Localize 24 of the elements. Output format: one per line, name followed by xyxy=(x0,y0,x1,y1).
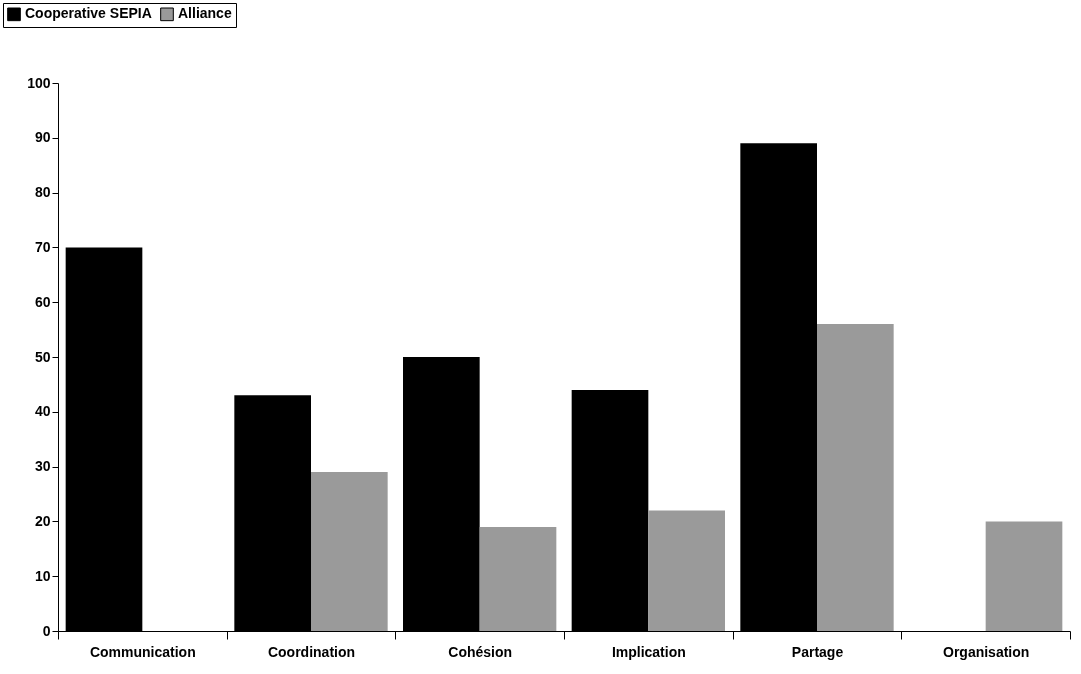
legend-label: Cooperative SEPIA xyxy=(25,5,152,22)
y-tick-label: 60 xyxy=(34,293,51,310)
y-tick-label: 80 xyxy=(34,184,51,201)
y-tick-label: 20 xyxy=(34,512,51,529)
bar xyxy=(817,324,894,631)
x-tick-label: Cohésion xyxy=(448,643,513,660)
y-tick-label: 70 xyxy=(34,238,51,255)
y-tick-label: 0 xyxy=(42,622,51,639)
y-tick-label: 90 xyxy=(34,129,51,146)
bar xyxy=(985,521,1063,631)
y-tick-label: 10 xyxy=(34,567,51,584)
y-tick-label: 50 xyxy=(34,348,51,365)
x-tick-label: Communication xyxy=(89,643,196,660)
bar xyxy=(648,510,725,631)
bar xyxy=(479,526,557,631)
y-tick-label: 40 xyxy=(34,403,51,420)
legend-label: Alliance xyxy=(178,5,232,22)
x-tick-label: Implication xyxy=(611,643,686,660)
x-tick-label: Organisation xyxy=(942,643,1030,660)
y-tick-label: 30 xyxy=(34,458,51,475)
y-tick-label: 100 xyxy=(27,74,51,91)
x-tick-label: Partage xyxy=(791,643,844,660)
x-tick-label: Coordination xyxy=(267,643,356,660)
bar xyxy=(311,472,388,631)
